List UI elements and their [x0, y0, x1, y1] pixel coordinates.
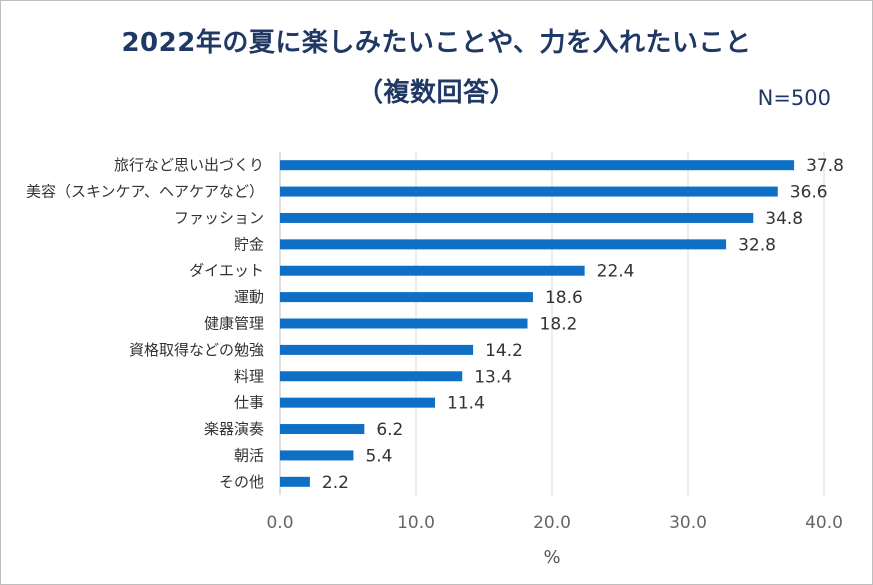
category-label: 旅行など思い出づくり [114, 156, 264, 174]
value-label: 5.4 [365, 446, 392, 466]
value-label: 32.8 [738, 235, 776, 255]
bar [280, 160, 795, 171]
value-label: 6.2 [376, 420, 403, 440]
bar [280, 450, 354, 461]
value-label: 2.2 [322, 473, 349, 493]
x-tick-label: 10.0 [397, 513, 435, 533]
x-tick-label: 30.0 [669, 513, 707, 533]
value-label: 22.4 [597, 262, 635, 282]
bar [280, 397, 436, 408]
sample-size-note: N=500 [757, 86, 831, 110]
bar [280, 476, 310, 487]
category-label: 運動 [234, 288, 264, 306]
x-tick-labels: 0.0 10.0 20.0 30.0 40.0 [266, 513, 842, 533]
chart-subtitle: （複数回答） [356, 78, 516, 108]
category-label: 料理 [234, 367, 264, 385]
category-label: ダイエット [189, 262, 264, 280]
value-label: 11.4 [447, 394, 485, 414]
value-label: 13.4 [474, 367, 512, 387]
bars [280, 160, 795, 487]
category-label: 資格取得などの勉強 [129, 341, 264, 359]
category-label: ファッション [174, 209, 264, 227]
chart-title: 2022年の夏に楽しみたいことや、力を入れたいこと [121, 28, 752, 58]
value-label: 37.8 [806, 156, 844, 176]
bar [280, 186, 778, 197]
category-label: 貯金 [234, 235, 264, 253]
value-labels: 37.8 36.6 34.8 32.8 22.4 18.6 18.2 14.2 13.4 11.4… [322, 156, 844, 493]
bar [280, 239, 727, 250]
x-tick-label: 20.0 [533, 513, 571, 533]
value-label: 34.8 [765, 209, 803, 229]
category-label: 美容（スキンケア、ヘアケアなど） [26, 183, 264, 201]
category-label: その他 [219, 473, 264, 491]
category-label: 楽器演奏 [204, 420, 264, 438]
value-label: 36.6 [790, 183, 828, 203]
bar [280, 292, 533, 303]
category-label: 朝活 [234, 446, 264, 464]
x-tick-label: 40.0 [805, 513, 843, 533]
bar [280, 371, 463, 382]
bar [280, 212, 754, 223]
bar [280, 318, 528, 329]
category-label: 健康管理 [204, 315, 264, 333]
bar [280, 344, 474, 355]
bar [280, 424, 365, 435]
value-label: 18.2 [540, 315, 578, 335]
x-tick-label: 0.0 [266, 513, 293, 533]
category-label: 仕事 [234, 394, 264, 412]
x-axis-title: % [543, 547, 560, 568]
value-label: 14.2 [485, 341, 523, 361]
value-label: 18.6 [545, 288, 583, 308]
bar [280, 265, 585, 276]
